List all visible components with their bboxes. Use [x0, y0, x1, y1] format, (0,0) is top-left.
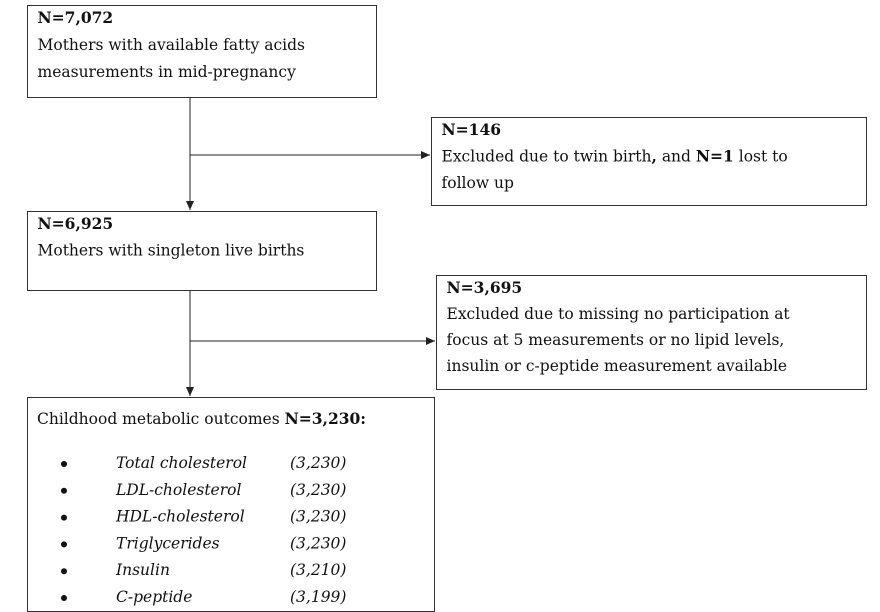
box-line: Mothers with available fatty acids — [38, 36, 306, 54]
text-segment: , — [651, 147, 656, 166]
box — [436, 275, 867, 390]
box-line: Mothers with singleton live births — [38, 242, 305, 260]
bullet — [61, 487, 67, 494]
box-line: focus at 5 measurements or no lipid leve… — [447, 331, 785, 349]
count: N=146 — [442, 120, 502, 139]
text-segment: N=1 — [696, 147, 734, 166]
box-line: follow up — [442, 174, 514, 192]
bullet — [61, 568, 67, 575]
text-segment: N=3,230: — [285, 409, 366, 428]
outcome-count: (3,199) — [290, 588, 346, 606]
box-line: insulin or c-peptide measurement availab… — [447, 357, 788, 375]
outcome-name: C-peptide — [116, 588, 192, 606]
count: N=3,695 — [447, 278, 523, 297]
bullet — [61, 541, 67, 548]
box-line: measurements in mid-pregnancy — [38, 63, 297, 81]
box-title: Childhood metabolic outcomes N=3,230: — [37, 409, 366, 428]
text-segment: and — [657, 148, 696, 166]
text-segment: Excluded due to twin birth — [442, 148, 652, 166]
box-line: Excluded due to twin birth, and N=1 lost… — [442, 147, 788, 166]
box-line: Excluded due to missing no participation… — [447, 305, 791, 323]
outcome-count: (3,230) — [290, 481, 346, 499]
bullet — [61, 514, 67, 521]
count: N=6,925 — [38, 214, 114, 233]
outcome-name: HDL-cholesterol — [115, 508, 245, 526]
box — [431, 117, 867, 206]
box — [27, 211, 377, 291]
text-segment: lost to — [734, 148, 788, 166]
text-segment: Childhood metabolic outcomes — [37, 410, 285, 428]
box — [27, 397, 435, 612]
outcome-name: Insulin — [115, 561, 170, 579]
outcome-name: Triglycerides — [116, 534, 220, 552]
count: N=7,072 — [38, 8, 114, 27]
outcome-count: (3,230) — [290, 508, 346, 526]
bullet — [61, 595, 67, 601]
outcome-name: LDL-cholesterol — [115, 481, 241, 499]
outcome-count: (3,210) — [290, 561, 346, 579]
bullet — [61, 461, 67, 467]
outcome-name: Total cholesterol — [116, 454, 247, 472]
outcome-count: (3,230) — [290, 534, 346, 552]
outcome-count: (3,230) — [290, 454, 346, 472]
box — [27, 5, 377, 98]
